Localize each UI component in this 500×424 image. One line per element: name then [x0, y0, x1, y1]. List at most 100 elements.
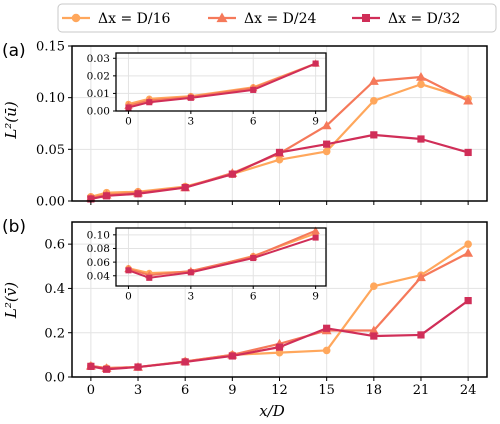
panel-b-inset: 0 3 6 9 0.040.06 0.08 0.10: [87, 226, 327, 303]
panel-b-point-s3: [464, 297, 472, 305]
panel-b-xtick-label: 12: [271, 383, 288, 398]
panel-a-point-s2: [368, 76, 379, 85]
panel-a-point-s3: [370, 131, 378, 139]
legend-marker: [216, 12, 228, 23]
legend-frame: [57, 3, 497, 33]
panel-a-inset-point-s3: [250, 86, 257, 93]
panel-b-point-s1: [322, 346, 331, 355]
legend-label: Δx = D/16: [98, 11, 170, 27]
panel-b-inset-point-s3: [187, 269, 194, 276]
legend-marker: [71, 13, 81, 23]
panel-a-ytick-label: 0.15: [36, 40, 65, 55]
panel-b-inset-xtick-label: 0: [125, 291, 132, 303]
panel-b-point-s3: [134, 363, 142, 371]
panel-b-inset-point-s3: [250, 254, 257, 262]
panel-a-point-s1: [275, 155, 284, 164]
panel-a-point-s3: [417, 135, 425, 143]
panel-a-point-s3: [464, 148, 472, 157]
panel-a-ytick-label: 0.05: [36, 143, 65, 158]
panel-b-point-s3: [181, 358, 189, 366]
panel-a-point-s2: [321, 120, 332, 130]
panel-a-point-s1: [369, 96, 378, 105]
panel-b-inset-ytick-label: 0.06: [87, 257, 111, 269]
panel-b-point-s3: [417, 331, 425, 339]
panel-b-point-s3: [323, 324, 331, 332]
panel-b-inset-frame: [115, 227, 327, 287]
panel-a-inset-xtick-label: 0: [125, 116, 132, 128]
panel-a-point-s3: [323, 140, 331, 148]
panel-b: 0 3 6 9 12 15 18 21 24 0.0 0.2 0.4 0.6 0 3 6 9 0.040.06 0.…: [44, 221, 488, 398]
panel-b-xtick-label: 21: [413, 383, 430, 398]
panel-b-point-s3: [228, 352, 236, 360]
panel-b-xtick-label: 6: [181, 383, 189, 398]
legend-marker: [362, 14, 370, 22]
panel-a-inset-point-s3: [187, 94, 194, 101]
legend-entry-1: Δx = D/16: [62, 11, 170, 27]
panel-b-point-s3: [275, 343, 284, 351]
panel-b-point-s2: [368, 325, 379, 335]
panel-a-inset: 0 3 6 9 0.00 0.01 0.02 0.03: [87, 52, 327, 128]
panel-b-inset-point-s3: [312, 234, 319, 241]
panel-b-series-line-3: [90, 299, 469, 371]
legend-label: Δx = D/32: [388, 11, 460, 27]
panel-b-point-s1: [369, 282, 378, 291]
panel-a-inset-frame: [115, 52, 327, 112]
panel-b-xtick-label: 3: [134, 383, 142, 398]
panel-a-point-s1: [322, 147, 331, 156]
panel-a-point-s3: [102, 192, 111, 200]
panel-b-label: (b): [2, 217, 26, 237]
panel-b-point-s2: [416, 272, 426, 282]
panel-b-ytick-label: 0.2: [44, 326, 65, 341]
legend-entry-2: Δx = D/24: [208, 11, 316, 27]
panel-b-xtick-label: 15: [318, 383, 335, 398]
panel-a-point-s3: [181, 183, 189, 192]
panel-b-inset-point-s3: [125, 267, 132, 274]
panel-a-inset-point-s3: [312, 60, 319, 67]
panel-a-inset-ytick-label: 0.03: [87, 53, 110, 65]
panel-b-inset-point-s3: [146, 274, 153, 281]
panel-b-inset-ytick-label: 0.08: [87, 243, 110, 255]
x-axis-label: x/D: [259, 402, 285, 420]
panel-b-ytick-label: 0.4: [44, 282, 65, 297]
panel-b-ytick-label: 0.6: [44, 238, 65, 253]
panel-a-inset-xtick-label: 3: [188, 116, 195, 128]
panel-b-xtick-label: 9: [228, 383, 236, 398]
panel-a-point-s3: [87, 195, 95, 203]
panel-b-inset-xtick-label: 9: [312, 291, 319, 303]
legend: Δx = D/16 Δx = D/24 Δx = D/32: [57, 3, 497, 33]
panel-a-ytick-label: 0.10: [36, 91, 65, 106]
panel-a-point-s2: [416, 72, 426, 81]
panel-b-xtick-label: 24: [460, 383, 477, 398]
panel-a-point-s3: [228, 170, 236, 178]
panel-b-ytick-label: 0.0: [44, 371, 65, 386]
panel-b-point-s3: [87, 362, 95, 370]
panel-a-series-line-1: [90, 83, 469, 198]
panel-b-xtick-label: 0: [87, 383, 95, 398]
panel-a-inset-point-s3: [125, 104, 132, 111]
panel-a-point-s1: [417, 80, 425, 89]
panel-a-point-s2: [463, 95, 474, 105]
panel-b-inset-ytick-label: 0.10: [87, 229, 110, 241]
panel-a-point-s3: [275, 148, 284, 157]
panel-a-inset-xtick-label: 6: [250, 116, 257, 128]
panel-a-label: (a): [2, 41, 26, 61]
panel-b-point-s3: [370, 332, 378, 340]
panel-b-inset-xtick-label: 3: [188, 291, 195, 303]
panel-b-inset-point-s2: [311, 226, 320, 234]
panel-b-point-s1: [464, 240, 472, 248]
panel-b-inset-ytick-label: 0.04: [87, 270, 111, 282]
panel-b-point-s2: [463, 248, 474, 257]
panel-a-inset-xtick-label: 9: [312, 116, 319, 128]
legend-label: Δx = D/24: [244, 11, 316, 27]
panel-b-point-s1: [275, 348, 284, 357]
panel-b-inset-xtick-label: 6: [250, 291, 257, 303]
panel-b-point-s3: [102, 365, 111, 373]
panel-a-ylabel: L²(ū): [2, 101, 20, 139]
panel-a-inset-ytick-label: 0.02: [87, 71, 110, 83]
legend-entry-3: Δx = D/32: [352, 11, 460, 27]
panel-a-inset-ytick-label: 0.01: [87, 88, 110, 100]
panel-a-ytick-label: 0.00: [36, 195, 65, 210]
panel-b-xtick-label: 18: [366, 383, 383, 398]
panel-a-inset-ytick-label: 0.00: [87, 106, 110, 118]
